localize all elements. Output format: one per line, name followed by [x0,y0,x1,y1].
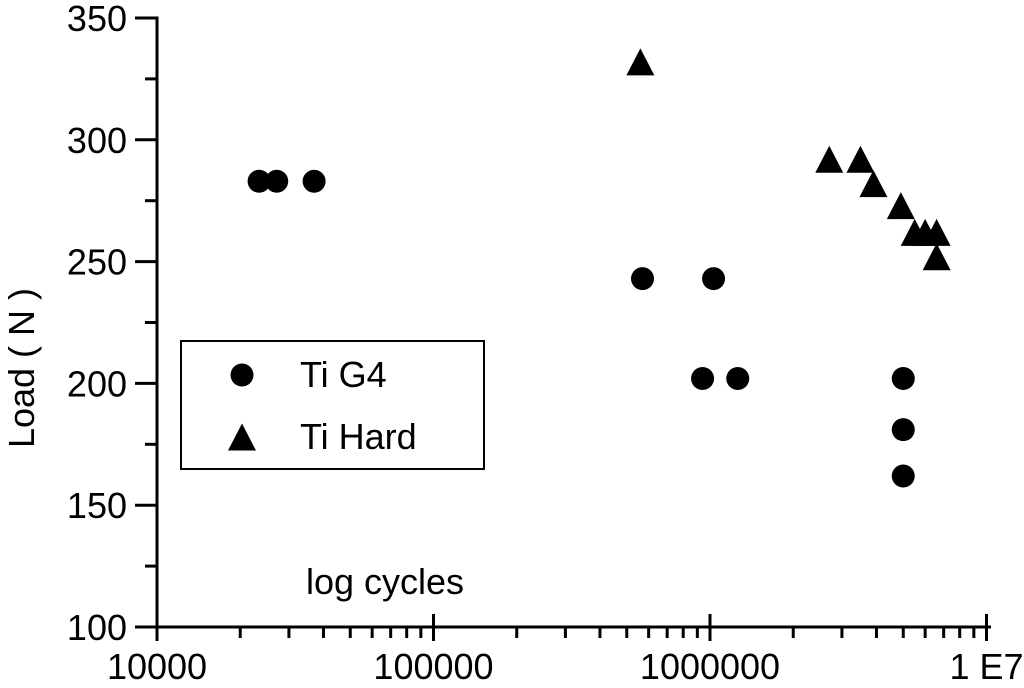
x-tick-label: 1000000 [640,646,780,687]
y-tick-label: 300 [67,120,127,161]
data-point-circle [891,464,915,488]
data-point-circle [726,367,750,391]
data-point-triangle [626,48,655,76]
y-tick-label: 150 [67,485,127,526]
data-point-circle [265,169,289,193]
legend: Ti G4 Ti Hard [180,340,485,470]
data-point-circle [891,418,915,442]
x-tick-label: 10000 [107,646,207,687]
data-point-triangle [859,170,888,198]
data-point-circle [891,367,915,391]
legend-circle-glyph [230,363,254,387]
data-point-triangle [886,192,915,220]
data-point-circle [702,267,726,291]
data-point-triangle [922,243,951,271]
data-point-circle [247,169,271,193]
x-tick-label: 100000 [373,646,493,687]
x-axis-annotation: log cycles [305,561,465,602]
data-point-triangle [815,145,844,173]
data-point-circle [302,169,326,193]
data-point-triangle [846,145,875,173]
y-tick-label: 350 [67,0,127,39]
data-point-circle [691,367,715,391]
data-point-triangle [922,218,951,246]
triangle-marker-icon [228,423,256,451]
y-tick-label: 100 [67,607,127,648]
x-tick-label: 1 E7 [949,646,1023,687]
data-point-circle [630,267,654,291]
legend-label-ti-g4: Ti G4 [300,354,387,395]
legend-triangle-glyph [228,423,256,451]
y-axis-title: Load ( N ) [1,287,42,449]
y-tick-label: 200 [67,363,127,404]
y-tick-label: 250 [67,242,127,283]
circle-marker-icon [230,363,254,387]
legend-label-ti-hard: Ti Hard [300,416,417,457]
